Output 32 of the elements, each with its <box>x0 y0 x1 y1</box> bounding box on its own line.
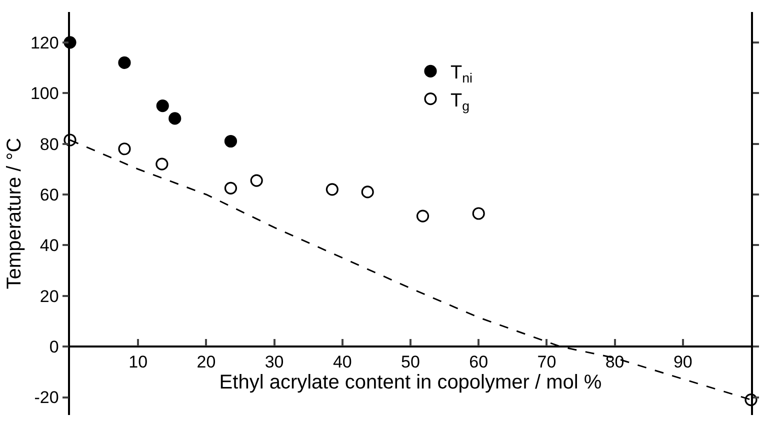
y-axis-title: Temperature / °C <box>3 138 26 290</box>
x-tick-label: 40 <box>332 352 352 372</box>
x-tick-label: 70 <box>537 352 556 372</box>
x-tick-label: 10 <box>128 352 148 372</box>
y-tick-label: 100 <box>30 84 59 104</box>
x-tick-label: 50 <box>401 352 420 372</box>
x-tick-label: 30 <box>264 352 284 372</box>
legend-label: T$_{ni}$ <box>450 62 473 86</box>
point <box>156 158 168 170</box>
y-tick-label: 60 <box>40 185 59 204</box>
point <box>168 112 182 125</box>
point <box>156 99 169 112</box>
point <box>472 207 485 220</box>
y-tick-label: 120 <box>30 33 59 52</box>
point <box>326 183 338 196</box>
y-tick-label: 20 <box>40 286 59 306</box>
y-tick-label: 0 <box>49 338 59 357</box>
point <box>224 182 238 194</box>
x-tick-label: 60 <box>469 352 488 372</box>
point <box>416 210 430 222</box>
point <box>118 142 131 156</box>
point <box>118 56 131 69</box>
y-tick-label: 40 <box>40 236 59 256</box>
point <box>224 134 238 148</box>
x-tick-label: 90 <box>673 352 692 372</box>
y-tick-label: -20 <box>34 388 59 408</box>
legend-label: T$_{g}$ <box>450 90 470 114</box>
point <box>250 174 263 187</box>
point <box>361 186 374 198</box>
x-tick-label: 20 <box>196 352 216 372</box>
y-tick-label: 80 <box>40 134 59 154</box>
x-axis-title: Ethyl acrylate content in copolymer / mol % <box>219 372 602 394</box>
